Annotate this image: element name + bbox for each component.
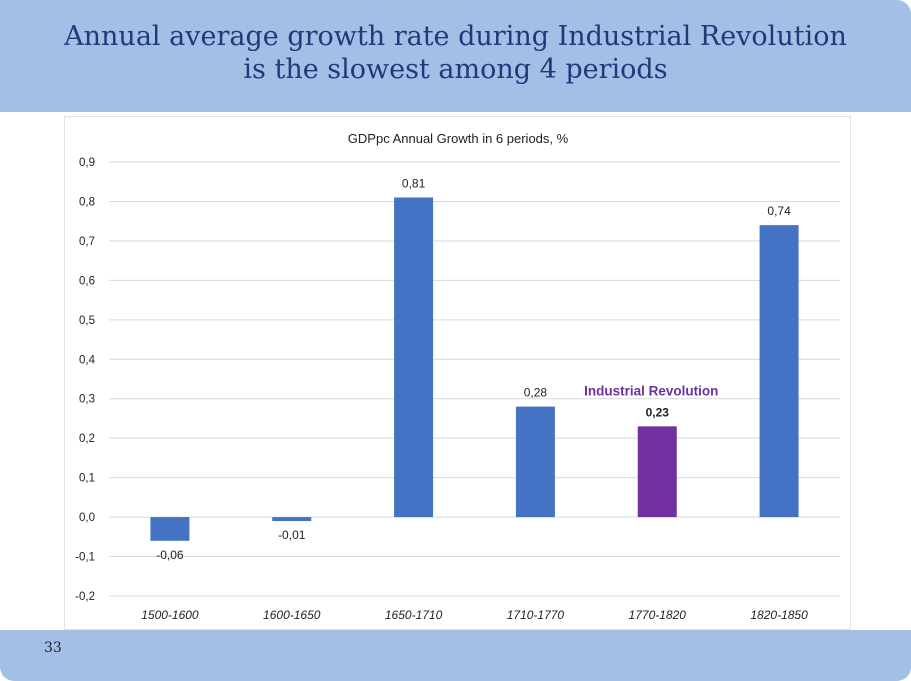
slide-footer: 33 [0,630,911,681]
chart-container: GDPpc Annual Growth in 6 periods, % -0,2… [64,116,851,630]
y-tick-label: 0,8 [79,196,95,208]
data-label: 0,81 [402,177,426,191]
slide-title-line-2: is the slowest among 4 periods [243,54,668,85]
x-category-label: 1710-1770 [507,608,565,622]
bar-1650-1710 [394,197,434,518]
bar-1820-1850 [759,225,799,518]
slide-number: 33 [44,640,62,656]
data-label: 0,74 [767,204,791,218]
y-tick-label: 0,5 [79,315,95,327]
y-tick-label: 0,1 [79,473,95,485]
bar-chart: GDPpc Annual Growth in 6 periods, % -0,2… [75,131,840,622]
y-tick-label: 0,9 [79,157,95,169]
y-tick-label: 0,7 [79,236,95,248]
bar-1500-1600 [150,517,190,541]
x-category-label: 1600-1650 [263,608,321,622]
bar-1600-1650 [272,517,312,522]
y-tick-label: 0,3 [79,394,95,406]
y-tick-label: -0,2 [75,591,95,603]
y-tick-label: 0,6 [79,275,95,287]
y-tick-label: 0,0 [79,512,95,524]
slide-header: Annual average growth rate during Indust… [0,0,911,112]
slide-title: Annual average growth rate during Indust… [0,20,911,86]
chart-title: GDPpc Annual Growth in 6 periods, % [348,131,569,146]
data-label: 0,28 [524,386,548,400]
bar-1770-1820 [637,426,677,518]
x-category-label: 1500-1600 [141,608,199,622]
y-tick-label: 0,4 [79,354,96,366]
annotation-industrial-revolution: Industrial Revolution [584,383,718,398]
bar-1710-1770 [515,406,555,518]
y-tick-label: 0,2 [79,433,95,445]
data-label: 0,23 [646,405,670,419]
y-tick-label: -0,1 [75,552,95,564]
data-label: -0,06 [156,548,184,562]
x-category-label: 1820-1850 [750,608,808,622]
data-label: -0,01 [278,528,306,542]
slide-title-line-1: Annual average growth rate during Indust… [64,21,847,52]
x-category-label: 1770-1820 [629,608,687,622]
x-category-label: 1650-1710 [385,608,443,622]
